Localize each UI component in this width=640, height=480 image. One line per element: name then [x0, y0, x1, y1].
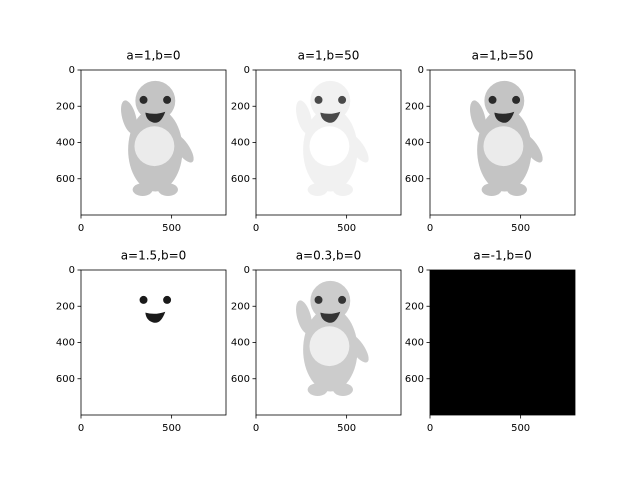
x-tick-label: 500 — [511, 223, 530, 234]
x-tick-label: 500 — [337, 423, 356, 434]
subplot: a=1,b=50 0 500 0 200 400 600 — [231, 49, 402, 234]
x-tick-label: 0 — [78, 423, 84, 434]
y-tick-label: 0 — [69, 265, 75, 276]
subplot-title: a=1,b=50 — [472, 49, 534, 63]
y-tick-label: 400 — [56, 338, 75, 349]
image — [430, 270, 575, 415]
y-tick-label: 400 — [56, 138, 75, 149]
y-tick-label: 600 — [405, 374, 424, 385]
subplot-title: a=0.3,b=0 — [296, 249, 362, 263]
x-tick-label: 0 — [78, 223, 84, 234]
image — [256, 70, 401, 215]
y-tick-label: 0 — [418, 265, 424, 276]
subplot: a=-1,b=0 0 500 0 200 400 600 — [405, 249, 576, 434]
subplot-title: a=1,b=0 — [126, 49, 180, 63]
y-tick-label: 0 — [418, 65, 424, 76]
x-tick-label: 0 — [253, 223, 259, 234]
subplot-title: a=1.5,b=0 — [121, 249, 187, 263]
x-tick-label: 0 — [253, 423, 259, 434]
y-tick-label: 200 — [405, 101, 424, 112]
subplot: a=1,b=0 0 500 0 200 400 600 — [56, 49, 227, 234]
image — [81, 270, 226, 415]
y-tick-label: 400 — [405, 338, 424, 349]
y-tick-label: 400 — [231, 138, 250, 149]
y-tick-label: 200 — [231, 301, 250, 312]
y-tick-label: 0 — [244, 65, 250, 76]
y-tick-label: 200 — [231, 101, 250, 112]
x-tick-label: 500 — [337, 223, 356, 234]
x-tick-label: 0 — [427, 223, 433, 234]
x-tick-label: 500 — [162, 223, 181, 234]
y-tick-label: 600 — [405, 174, 424, 185]
y-tick-label: 200 — [56, 301, 75, 312]
image — [256, 270, 401, 415]
subplot: a=1.5,b=0 0 500 0 200 400 600 — [56, 249, 227, 434]
y-tick-label: 0 — [244, 265, 250, 276]
y-tick-label: 200 — [56, 101, 75, 112]
y-tick-label: 600 — [231, 374, 250, 385]
y-tick-label: 200 — [405, 301, 424, 312]
x-tick-label: 500 — [511, 423, 530, 434]
y-tick-label: 600 — [56, 374, 75, 385]
x-tick-label: 0 — [427, 423, 433, 434]
image — [430, 70, 575, 215]
subplot-title: a=-1,b=0 — [473, 249, 532, 263]
y-tick-label: 0 — [69, 65, 75, 76]
x-tick-label: 500 — [162, 423, 181, 434]
y-tick-label: 400 — [231, 338, 250, 349]
image — [81, 70, 226, 215]
y-tick-label: 400 — [405, 138, 424, 149]
y-tick-label: 600 — [231, 174, 250, 185]
subplot: a=1,b=50 0 500 0 200 400 600 — [405, 49, 576, 234]
y-tick-label: 600 — [56, 174, 75, 185]
subplot: a=0.3,b=0 0 500 0 200 400 600 — [231, 249, 402, 434]
subplot-title: a=1,b=50 — [298, 49, 360, 63]
